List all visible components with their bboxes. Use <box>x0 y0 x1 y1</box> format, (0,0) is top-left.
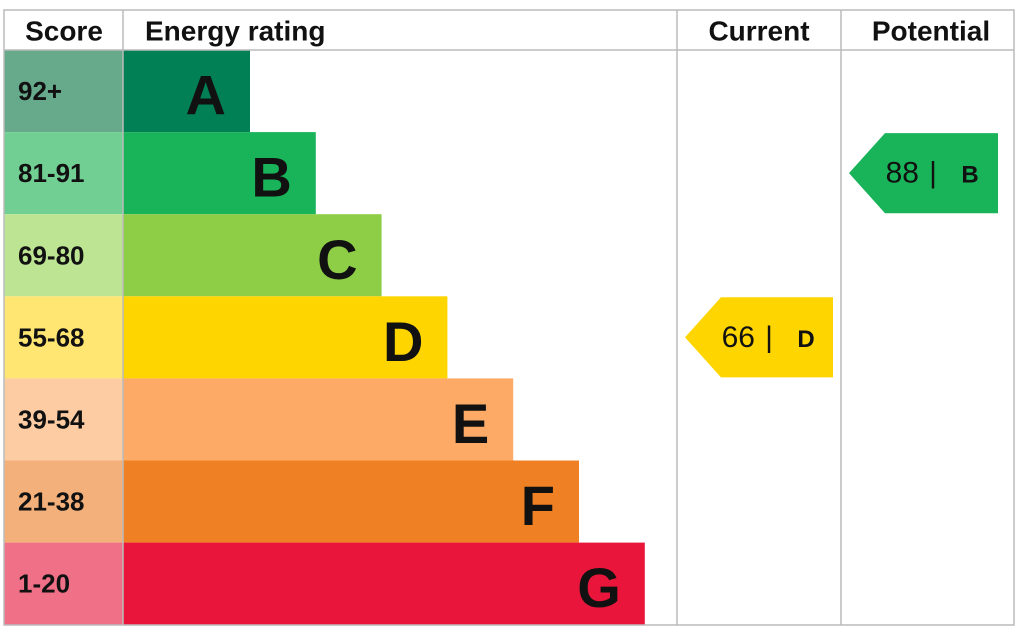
rating-bar <box>123 50 250 133</box>
rating-letter: C <box>317 228 357 291</box>
score-label: 69-80 <box>18 240 85 270</box>
header-rating: Energy rating <box>145 16 325 47</box>
score-cell <box>4 378 123 461</box>
rating-letter: F <box>521 474 555 537</box>
rating-bar <box>123 214 382 297</box>
rating-bar <box>123 460 579 543</box>
potential-separator: | <box>929 157 937 190</box>
rating-bar <box>123 378 514 461</box>
header-potential: Potential <box>872 16 990 47</box>
current-score: 66 <box>722 321 755 354</box>
score-label: 1-20 <box>18 569 70 599</box>
rating-bar <box>123 542 645 625</box>
rating-letter: A <box>186 64 226 127</box>
rating-bar <box>123 296 448 379</box>
header-current: Current <box>708 16 809 47</box>
score-cell <box>4 132 123 215</box>
rating-letter: B <box>251 146 291 209</box>
score-cell <box>4 296 123 379</box>
current-arrow <box>685 297 833 378</box>
score-label: 39-54 <box>18 404 85 434</box>
potential-arrow <box>849 133 998 214</box>
score-label: 92+ <box>18 76 62 106</box>
score-label: 81-91 <box>18 158 85 188</box>
score-cell <box>4 542 123 625</box>
score-cell <box>4 214 123 297</box>
potential-rating: B <box>961 162 978 189</box>
table-border <box>3 9 1015 626</box>
score-label: 21-38 <box>18 487 85 517</box>
score-cell <box>4 460 123 543</box>
rating-bar <box>123 132 316 215</box>
current-separator: | <box>765 321 773 354</box>
current-rating: D <box>797 326 814 353</box>
rating-letter: E <box>452 392 489 455</box>
potential-score: 88 <box>886 157 919 190</box>
score-cell <box>4 50 123 133</box>
rating-letter: D <box>383 310 423 373</box>
rating-letter: G <box>577 556 621 619</box>
score-label: 55-68 <box>18 322 85 352</box>
header-score: Score <box>25 16 103 47</box>
